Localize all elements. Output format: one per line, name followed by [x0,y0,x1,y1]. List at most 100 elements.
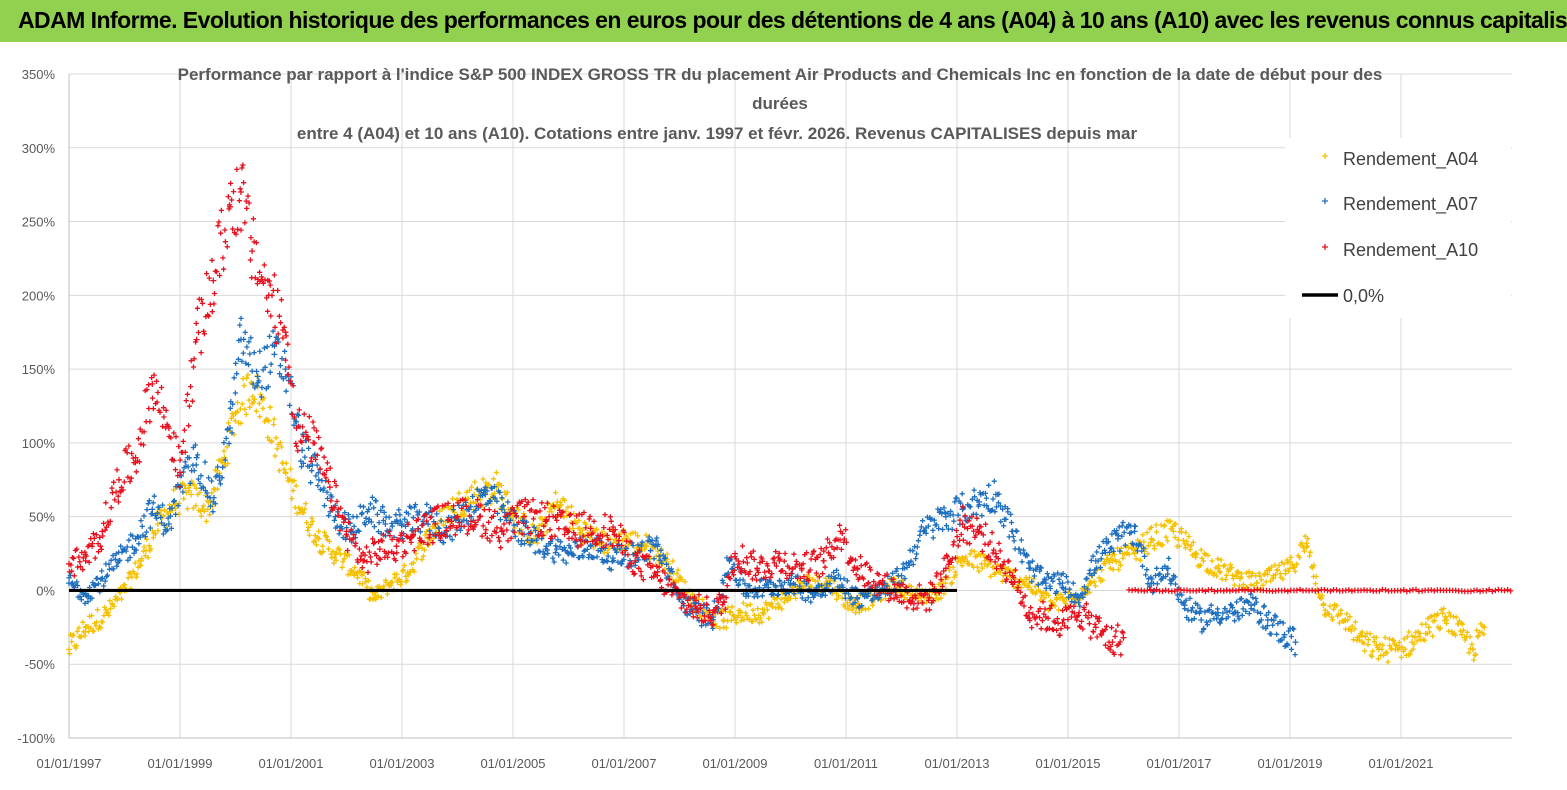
data-point [532,550,538,556]
x-tick-label: 01/01/2013 [924,756,989,771]
data-point [89,595,95,601]
data-point [950,512,956,518]
data-point [983,495,989,501]
data-point [1414,638,1420,644]
data-point [339,564,345,570]
data-point [935,596,941,602]
data-point [283,460,289,466]
data-point [1165,538,1171,544]
data-point [1307,549,1313,555]
data-point [249,248,256,255]
data-point [1256,570,1262,576]
data-point [293,419,299,425]
data-point [242,220,248,226]
data-point [239,358,245,364]
data-point [456,520,463,526]
data-point [434,511,440,517]
data-point [1266,609,1272,616]
data-point [366,516,372,522]
data-point [149,380,156,387]
data-point [897,583,903,589]
data-point [1184,538,1190,544]
data-point [78,597,84,603]
data-point [606,526,613,532]
data-point [1088,557,1094,563]
data-point [659,560,665,566]
data-point [85,623,91,630]
data-point [324,467,330,473]
data-point [222,227,228,233]
data-point [1194,609,1200,615]
data-point [452,532,458,538]
data-point [736,581,742,587]
data-point [1248,588,1254,594]
data-point [1387,643,1393,649]
data-point [1370,648,1376,654]
data-point [410,533,416,539]
data-point [608,518,614,524]
data-point [388,582,394,588]
data-point [138,562,144,568]
data-point [1045,615,1051,621]
data-point [1018,537,1024,543]
data-point [1398,654,1404,660]
data-point [314,534,321,540]
data-point [460,502,466,508]
data-point [894,594,900,601]
data-point [1239,612,1245,618]
data-point [1382,587,1389,593]
data-point [1096,615,1102,621]
data-point [283,333,289,339]
data-point [506,520,512,526]
data-point [1294,561,1300,567]
data-point [206,475,212,481]
chart-legend: Rendement_A04Rendement_A07Rendement_A100… [1285,138,1511,318]
data-point [953,572,959,578]
data-point [740,591,747,597]
data-point [233,231,239,237]
data-point [490,513,496,519]
data-point [515,507,521,513]
data-point [204,490,210,496]
data-point [494,498,500,504]
data-point [844,600,850,606]
data-point [1000,506,1006,512]
data-point [1428,587,1434,593]
data-point [579,527,585,533]
data-point [800,584,806,590]
data-point [824,536,831,542]
data-point [735,558,741,564]
data-point [380,532,386,538]
data-point [424,501,430,507]
data-point [193,462,199,468]
data-point [1054,627,1060,633]
data-point [328,498,334,504]
data-point [718,610,724,616]
data-point [607,514,613,520]
data-point [490,476,497,482]
data-point [982,490,988,496]
data-point [521,513,528,520]
data-point [778,596,784,602]
data-point [217,272,223,279]
data-point [717,595,724,601]
data-point [279,356,285,362]
data-point [696,592,702,598]
data-point [301,411,307,417]
data-point [722,606,728,612]
data-point [1296,554,1303,561]
data-point [631,571,637,577]
data-point [1145,543,1151,549]
data-point [798,580,804,586]
data-point [363,579,369,585]
data-point [189,398,196,404]
data-point [788,570,794,576]
data-point [888,595,894,601]
data-point [941,505,947,511]
legend-plus-marker [1322,153,1328,159]
data-point [782,550,788,557]
data-point [832,574,838,581]
data-point [805,595,811,601]
data-point [781,558,787,564]
data-point [976,501,982,508]
